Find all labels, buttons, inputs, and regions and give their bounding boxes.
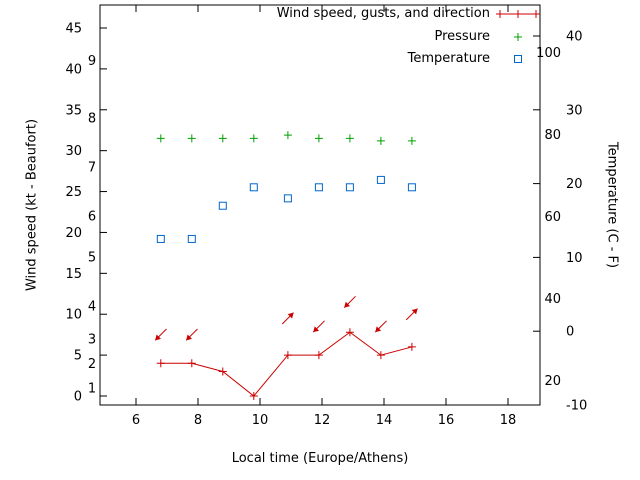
temperature-point xyxy=(249,183,258,192)
legend-temperature-sample-marker xyxy=(514,55,522,63)
y-right-tick-label: 30 xyxy=(566,103,583,118)
x-tick-label: 8 xyxy=(194,413,202,428)
legend-wind-sample-marker xyxy=(514,10,522,18)
wind-direction-arrowhead xyxy=(155,334,161,341)
temperature-point xyxy=(345,183,354,192)
temperature-point xyxy=(156,234,165,243)
fahrenheit-scale-label: 80 xyxy=(544,128,561,143)
beaufort-scale-label: 7 xyxy=(88,161,96,176)
temperature-point xyxy=(187,234,196,243)
y-left-tick-label: 40 xyxy=(65,62,82,77)
y-left-tick-label: 20 xyxy=(65,226,82,241)
x-tick-label: 18 xyxy=(500,413,517,428)
beaufort-scale-label: 1 xyxy=(88,381,96,396)
y-left-tick-label: 10 xyxy=(65,308,82,323)
legend-entry-temperature: Temperature xyxy=(407,51,490,66)
fahrenheit-scale-label: 40 xyxy=(544,292,561,307)
wind-speed-point xyxy=(345,328,354,337)
beaufort-scale-label: 9 xyxy=(88,54,96,69)
y-left-tick-label: 45 xyxy=(65,21,82,36)
y-right-tick-label: 40 xyxy=(566,30,583,45)
legend-wind-sample-marker xyxy=(496,10,504,18)
temperature-point xyxy=(218,201,227,210)
y-left-tick-label: 35 xyxy=(65,103,82,118)
temperature-point xyxy=(283,194,292,203)
legend-entry-pressure: Pressure xyxy=(434,29,490,44)
x-tick-label: 16 xyxy=(438,413,455,428)
legend-wind-sample-marker xyxy=(532,10,540,18)
pressure-point xyxy=(218,134,227,143)
y-right-tick-label: 20 xyxy=(566,177,583,192)
wind-direction-arrowhead xyxy=(375,326,382,333)
temperature-point xyxy=(376,175,385,184)
fahrenheit-scale-label: 60 xyxy=(544,210,561,225)
x-tick-label: 14 xyxy=(376,413,393,428)
pressure-point xyxy=(345,134,354,143)
y-left-tick-label: 15 xyxy=(65,267,82,282)
y-right-tick-label: 10 xyxy=(566,251,583,266)
y-left-tick-label: 0 xyxy=(74,390,82,405)
beaufort-scale-label: 6 xyxy=(88,210,96,225)
wind-speed-point xyxy=(376,351,385,360)
x-tick-label: 12 xyxy=(314,413,331,428)
fahrenheit-scale-label: 100 xyxy=(536,46,561,61)
y-left-tick-label: 30 xyxy=(65,144,82,159)
pressure-point xyxy=(314,134,323,143)
y-left-tick-label: 5 xyxy=(74,349,82,364)
wind-speed-point xyxy=(218,367,227,376)
legend-entry-wind: Wind speed, gusts, and direction xyxy=(276,6,490,21)
beaufort-scale-label: 3 xyxy=(88,332,96,347)
wind-speed-point xyxy=(156,359,165,368)
y-axis-title-right: Temperature (C - F) xyxy=(604,141,620,269)
x-axis-title: Local time (Europe/Athens) xyxy=(231,451,409,466)
pressure-point xyxy=(283,131,292,140)
y-right-tick-label: -10 xyxy=(566,399,587,414)
pressure-point xyxy=(187,134,196,143)
pressure-point xyxy=(249,134,258,143)
wind-speed-point xyxy=(187,359,196,368)
y-right-tick-label: 0 xyxy=(566,325,574,340)
wind-speed-point xyxy=(407,342,416,351)
wind-speed-point xyxy=(283,351,292,360)
beaufort-scale-label: 5 xyxy=(88,250,96,265)
y-left-tick-label: 25 xyxy=(65,185,82,200)
pressure-point xyxy=(376,136,385,145)
wind-speed-point xyxy=(314,351,323,360)
wind-speed-line xyxy=(160,331,413,397)
pressure-point xyxy=(156,134,165,143)
beaufort-scale-label: 8 xyxy=(88,111,96,126)
y-axis-title-left: Wind speed (kt - Beaufort) xyxy=(24,118,40,292)
legend-pressure-sample-marker xyxy=(514,33,522,41)
beaufort-scale-label: 4 xyxy=(88,300,96,315)
temperature-point xyxy=(407,183,416,192)
plot-border xyxy=(99,4,541,406)
fahrenheit-scale-label: 20 xyxy=(544,374,561,389)
beaufort-scale-label: 2 xyxy=(88,357,96,372)
x-tick-label: 6 xyxy=(132,413,140,428)
x-tick-label: 10 xyxy=(252,413,269,428)
temperature-point xyxy=(314,183,323,192)
pressure-point xyxy=(407,136,416,145)
wind-direction-arrowhead xyxy=(344,301,351,308)
wind-direction-arrowhead xyxy=(186,334,192,341)
wind-direction-arrowhead xyxy=(287,312,294,319)
wind-direction-arrowhead xyxy=(313,326,320,333)
wind-speed-point xyxy=(249,392,258,400)
wind-direction-arrowhead xyxy=(411,308,418,315)
